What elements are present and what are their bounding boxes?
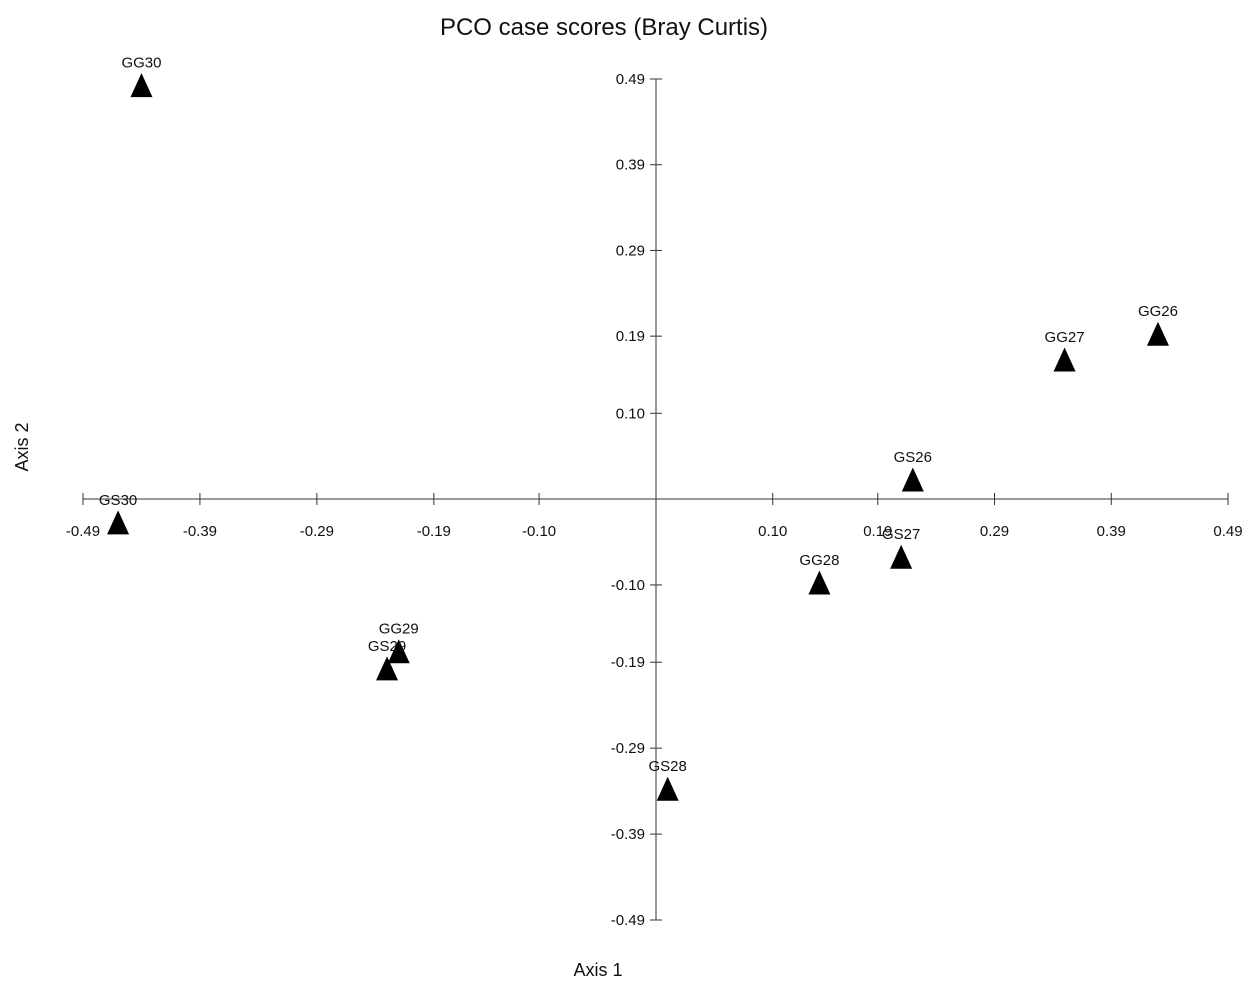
- y-tick-label: 0.10: [616, 405, 645, 422]
- point-label: GG28: [799, 552, 839, 569]
- point-label: GG30: [121, 55, 161, 72]
- triangle-marker: [901, 467, 924, 492]
- x-tick-label: 0.19: [863, 523, 892, 540]
- x-axis-ticks: -0.49 -0.39 -0.29 -0.19 -0.10 0.10 0.19 0.29 0.3…: [66, 493, 1243, 540]
- x-tick-label: 0.49: [1213, 523, 1242, 540]
- point-label: GS30: [99, 492, 137, 509]
- x-tick-label: 0.39: [1097, 523, 1126, 540]
- y-tick-label: -0.10: [611, 577, 645, 594]
- axes: [83, 79, 1228, 920]
- triangle-marker: [107, 510, 130, 535]
- x-axis-title: Axis 1: [573, 960, 622, 980]
- x-tick-label: -0.39: [183, 523, 217, 540]
- data-point: GG28: [799, 552, 839, 595]
- data-point: GS27: [882, 526, 920, 569]
- point-label: GS29: [368, 638, 406, 655]
- triangle-marker: [808, 570, 831, 595]
- x-tick-label: 0.10: [758, 523, 787, 540]
- y-tick-label: -0.49: [611, 912, 645, 929]
- x-tick-label: -0.19: [417, 523, 451, 540]
- data-point: GG27: [1045, 329, 1085, 372]
- data-point: GS29: [368, 638, 406, 681]
- y-tick-label: 0.49: [616, 71, 645, 88]
- data-point: GS28: [648, 758, 687, 801]
- y-tick-label: 0.29: [616, 242, 645, 259]
- x-tick-label: -0.49: [66, 523, 100, 540]
- x-tick-label: -0.10: [522, 523, 556, 540]
- triangle-marker: [890, 544, 913, 569]
- chart-title: PCO case scores (Bray Curtis): [440, 14, 768, 41]
- y-tick-label: 0.19: [616, 328, 645, 345]
- y-tick-label: 0.39: [616, 157, 645, 174]
- data-point: GG26: [1138, 303, 1178, 346]
- y-axis-title: Axis 2: [12, 422, 32, 471]
- y-tick-label: -0.29: [611, 740, 645, 757]
- point-label: GG26: [1138, 303, 1178, 320]
- data-point: GG30: [121, 55, 161, 98]
- triangle-marker: [1053, 347, 1076, 372]
- triangle-marker: [376, 656, 399, 681]
- y-axis-ticks: 0.49 0.39 0.29 0.19 0.10 -0.10 -0.19 -0.29 -0.39…: [611, 71, 662, 929]
- x-tick-label: -0.29: [300, 523, 334, 540]
- triangle-marker: [130, 73, 153, 98]
- data-point: GS26: [894, 449, 932, 492]
- point-label: GS26: [894, 449, 932, 466]
- triangle-marker: [656, 776, 679, 801]
- x-tick-label: 0.29: [980, 523, 1009, 540]
- point-label: GS28: [648, 758, 686, 775]
- triangle-marker: [1146, 321, 1169, 346]
- y-tick-label: -0.19: [611, 654, 645, 671]
- point-label: GS27: [882, 526, 920, 543]
- triangle-marker: [387, 639, 410, 664]
- point-label: GG27: [1045, 329, 1085, 346]
- point-label: GG29: [379, 621, 419, 638]
- data-point: GG29: [379, 621, 419, 664]
- y-tick-label: -0.39: [611, 826, 645, 843]
- data-point: GS30: [99, 492, 137, 535]
